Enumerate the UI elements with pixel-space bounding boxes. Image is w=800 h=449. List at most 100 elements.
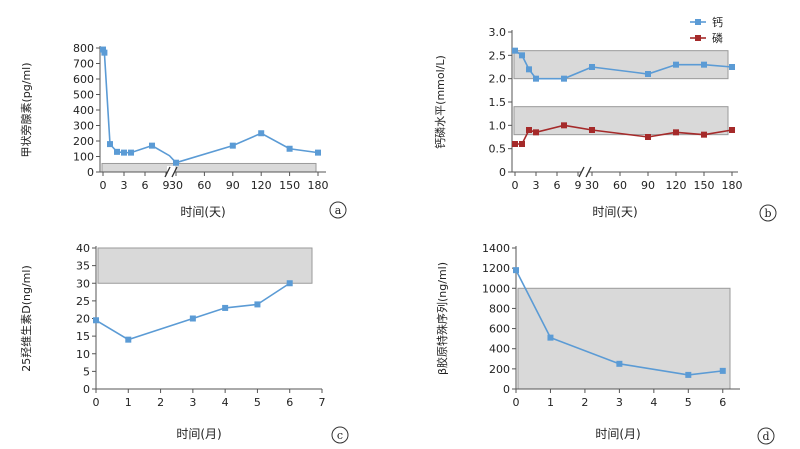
axis-break-gap [167,166,175,178]
y-tick-label: 0.5 [489,143,507,156]
series-line [95,282,291,341]
y-tick-label: 0 [87,166,94,179]
legend-marker [695,35,701,41]
x-tick-label: 30 [169,179,183,192]
y-tick-label: 3.0 [489,26,507,39]
data-point-marker [189,315,196,322]
data-point-marker [121,149,127,156]
axis-break-gap [581,166,589,178]
y-tick-label: 10 [76,348,90,361]
x-tick-label: 3 [121,179,128,192]
axis-break-mark [585,166,592,178]
data-point-marker [114,148,120,155]
data-point-marker [513,267,519,274]
data-point-marker [101,49,108,56]
data-point-marker [526,66,532,73]
data-point-marker [222,304,229,311]
reference-range-band [513,50,729,80]
y-tick-label: 1400 [482,242,510,255]
x-tick-label: 3 [533,179,540,192]
x-tick-label: 6 [554,179,561,192]
x-tick-label: 9 [575,179,582,192]
series-line [102,49,177,164]
data-point-marker [286,145,293,152]
data-point-marker [173,159,179,166]
data-point-marker [645,134,651,140]
x-tick-label: 9 [163,179,170,192]
x-axis-title: 时间(月) [176,427,221,441]
x-tick-label: 90 [226,179,240,192]
legend-marker [695,19,701,25]
x-tick-label: 5 [254,396,261,409]
x-tick-label: 180 [722,179,743,192]
x-axis-title: 时间(天) [592,205,637,219]
reference-range-band [513,106,729,136]
y-tick-label: 0 [503,383,510,396]
data-point-marker [519,52,525,59]
series-line [175,132,319,164]
data-point-marker [729,127,735,133]
y-tick-label: 25 [76,295,90,308]
x-tick-label: 150 [279,179,300,192]
data-point-marker [673,129,679,136]
data-point-marker [526,127,532,133]
data-point-marker [685,371,692,378]
data-point-marker [100,46,106,53]
panel-label: c [337,429,343,442]
data-point-marker [616,360,623,367]
y-axis-title: 钙磷水平(mmol/L) [433,55,447,149]
data-point-marker [533,75,539,82]
data-point-marker [547,334,554,341]
y-tick-label: 40 [76,242,90,255]
legend-label: 钙 [712,15,723,29]
x-tick-label: 6 [719,396,726,409]
x-tick-label: 60 [197,179,211,192]
data-point-marker [719,367,726,374]
panel-label: a [335,204,342,217]
data-point-marker [701,131,707,138]
y-tick-label: 5 [83,365,90,378]
y-tick-label: 600 [489,323,510,336]
y-tick-label: 1000 [482,282,510,295]
data-point-marker [512,47,518,54]
y-tick-label: 35 [76,260,90,273]
panel-label: b [764,207,771,220]
x-tick-label: 150 [694,179,715,192]
y-axis-title: β胶原特殊序列(ng/ml) [435,262,449,375]
y-tick-label: 600 [73,73,94,86]
axis-break-mark [171,166,178,178]
x-tick-label: 180 [308,179,329,192]
data-point-marker [519,141,525,147]
reference-range-band [97,247,313,284]
y-tick-label: 1200 [482,262,510,275]
y-tick-label: 400 [73,104,94,117]
x-axis-title: 时间(天) [180,205,225,219]
x-tick-label: 6 [142,179,149,192]
y-tick-label: 2.5 [489,49,507,62]
x-tick-label: 30 [585,179,599,192]
y-tick-label: 400 [489,343,510,356]
x-tick-label: 1 [547,396,554,409]
y-tick-label: 2.0 [489,73,507,86]
data-point-marker [561,75,567,82]
reference-range-band [101,162,317,173]
x-tick-label: 0 [100,179,107,192]
data-point-marker [286,280,293,287]
data-point-marker [673,61,679,68]
data-point-marker [561,122,567,129]
x-tick-label: 6 [286,396,293,409]
x-tick-label: 4 [222,396,229,409]
x-axis-title: 时间(月) [595,427,640,441]
y-tick-label: 800 [73,42,94,55]
data-point-marker [645,71,651,77]
y-tick-label: 100 [73,151,94,164]
panel-d: 0 200 400 600 800 1000 1200 1400 0 1 2 3 4 5 6 β胶原特殊序列(… [435,242,775,445]
x-tick-label: 5 [685,396,692,409]
data-point-marker [128,149,134,156]
y-axis-title: 甲状旁腺素(pg/ml) [19,62,33,157]
panel-c: 0 5 10 15 20 25 30 35 40 0 1 2 3 4 5 6 7 25羟维生素D(ng/ml) 时间… [19,242,349,444]
legend-label: 磷 [712,32,723,45]
data-point-marker [254,301,261,308]
x-tick-label: 4 [650,396,657,409]
